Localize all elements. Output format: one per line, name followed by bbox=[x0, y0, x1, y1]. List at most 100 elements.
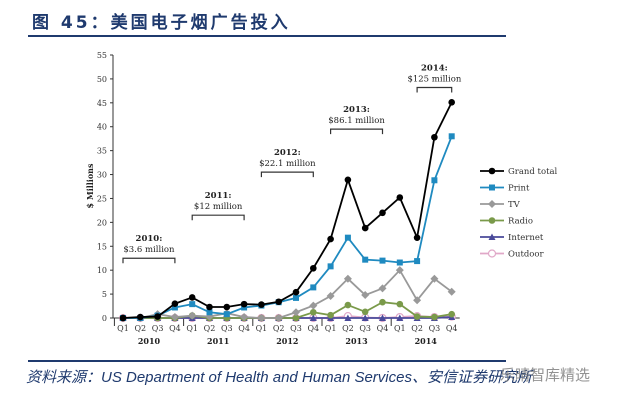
y-tick-label: 50 bbox=[97, 75, 107, 84]
year-label: 2010 bbox=[138, 336, 161, 346]
data-point-grand-total bbox=[431, 133, 438, 141]
x-tick-label: Q2 bbox=[204, 324, 216, 333]
legend-marker-radio bbox=[488, 217, 496, 224]
x-tick-label: Q3 bbox=[429, 324, 441, 333]
data-point-print bbox=[327, 263, 334, 270]
x-tick-label: Q1 bbox=[117, 324, 129, 333]
data-point-grand-total bbox=[275, 298, 283, 306]
annotation-amount: $12 million bbox=[194, 202, 243, 212]
data-point-internet bbox=[361, 314, 369, 321]
y-tick-label: 10 bbox=[97, 266, 107, 275]
data-point-grand-total bbox=[396, 194, 404, 201]
y-tick-label: 35 bbox=[97, 147, 107, 156]
data-point-tv bbox=[240, 313, 249, 322]
legend-label-tv: TV bbox=[508, 200, 521, 210]
x-tick-label: Q3 bbox=[152, 324, 164, 333]
data-point-internet bbox=[344, 314, 352, 321]
watermark: 乐晴智库精选 bbox=[500, 366, 591, 384]
data-point-tv bbox=[326, 292, 335, 301]
data-point-tv bbox=[447, 287, 456, 296]
data-point-tv bbox=[395, 266, 404, 275]
y-tick-label: 55 bbox=[97, 51, 107, 60]
annotation-year: 2013: bbox=[343, 105, 370, 115]
data-point-print bbox=[379, 257, 386, 264]
data-point-grand-total bbox=[310, 264, 317, 272]
data-point-print bbox=[344, 234, 351, 241]
legend-marker-tv bbox=[488, 200, 496, 208]
data-point-tv bbox=[430, 274, 439, 283]
data-point-grand-total bbox=[171, 300, 179, 307]
annotation-amount: $22.1 million bbox=[259, 159, 316, 169]
annotation-bracket bbox=[122, 257, 176, 264]
data-point-print bbox=[414, 258, 421, 265]
footer-divider bbox=[28, 360, 506, 362]
legend-label-internet: Internet bbox=[508, 233, 544, 243]
data-point-grand-total bbox=[292, 288, 300, 296]
data-point-radio bbox=[448, 310, 456, 318]
data-point-grand-total bbox=[154, 313, 161, 320]
year-label: 2011 bbox=[207, 336, 229, 346]
data-point-print bbox=[448, 133, 455, 140]
annotation-bracket bbox=[416, 86, 453, 93]
series-line-grand-total bbox=[122, 101, 453, 319]
data-point-print bbox=[206, 309, 213, 316]
x-tick-label: Q1 bbox=[256, 324, 268, 333]
data-point-print bbox=[362, 256, 369, 263]
data-point-grand-total bbox=[206, 303, 213, 311]
data-point-radio bbox=[310, 308, 317, 316]
data-point-print bbox=[189, 301, 196, 308]
data-point-tv bbox=[361, 291, 370, 300]
legend-label-radio: Radio bbox=[508, 217, 533, 227]
legend-label-outdoor: Outdoor bbox=[508, 250, 545, 260]
data-point-internet bbox=[379, 314, 386, 321]
data-point-grand-total bbox=[258, 301, 265, 308]
annotation-amount: $86.1 million bbox=[328, 116, 385, 126]
year-label: 2012 bbox=[276, 336, 298, 346]
annotation-bracket bbox=[260, 171, 314, 178]
data-point-radio bbox=[379, 298, 386, 306]
data-point-tv bbox=[188, 311, 197, 320]
legend-label-print: Print bbox=[508, 184, 530, 194]
annotation-bracket bbox=[191, 214, 245, 221]
data-point-tv bbox=[309, 301, 318, 310]
data-point-grand-total bbox=[344, 176, 352, 184]
figure-title: 图 45：美国电子烟广告投入 bbox=[32, 13, 291, 33]
y-tick-label: 20 bbox=[97, 218, 107, 227]
title-divider bbox=[28, 35, 506, 37]
data-point-radio bbox=[396, 300, 404, 308]
annotation-year: 2011: bbox=[205, 191, 232, 201]
x-tick-label: Q2 bbox=[411, 324, 423, 333]
data-point-grand-total bbox=[361, 224, 369, 232]
data-point-grand-total bbox=[240, 300, 248, 308]
y-tick-label: 0 bbox=[102, 314, 107, 323]
x-tick-label: Q2 bbox=[273, 324, 285, 333]
x-tick-label: Q1 bbox=[325, 324, 337, 333]
x-tick-label: Q2 bbox=[342, 324, 354, 333]
x-tick-label: Q4 bbox=[377, 324, 389, 333]
x-tick-label: Q3 bbox=[290, 324, 302, 333]
data-point-tv bbox=[378, 284, 387, 293]
data-point-print bbox=[396, 259, 403, 266]
data-point-print bbox=[431, 177, 438, 184]
series-line-tv bbox=[123, 268, 453, 319]
data-point-grand-total bbox=[327, 235, 334, 243]
data-point-internet bbox=[396, 314, 404, 321]
y-tick-label: 15 bbox=[97, 242, 107, 251]
data-point-print bbox=[171, 304, 178, 311]
y-tick-label: 25 bbox=[97, 194, 107, 203]
annotation-year: 2014: bbox=[421, 64, 448, 74]
x-tick-label: Q2 bbox=[134, 324, 146, 333]
data-point-tv bbox=[257, 314, 266, 322]
x-tick-label: Q4 bbox=[446, 324, 458, 333]
data-point-print bbox=[223, 311, 230, 318]
x-tick-label: Q3 bbox=[359, 324, 371, 333]
data-point-radio bbox=[361, 308, 369, 316]
annotation-amount: $3.6 million bbox=[123, 245, 175, 255]
y-tick-label: 5 bbox=[102, 290, 107, 299]
data-point-grand-total bbox=[448, 99, 456, 106]
data-point-tv bbox=[343, 274, 352, 283]
data-point-tv bbox=[170, 313, 179, 322]
x-tick-label: Q4 bbox=[169, 324, 181, 333]
x-tick-label: Q1 bbox=[394, 324, 406, 333]
x-tick-label: Q4 bbox=[307, 324, 319, 333]
